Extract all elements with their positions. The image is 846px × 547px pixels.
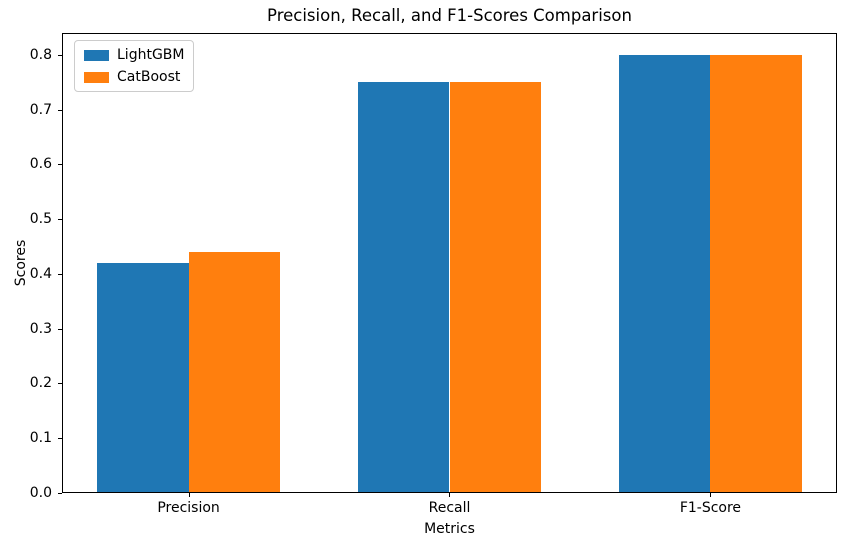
y-tick-label: 0.2 bbox=[29, 375, 52, 392]
x-tick-mark bbox=[449, 493, 450, 497]
y-tick-label: 0.6 bbox=[29, 156, 52, 173]
bar-catboost-f1-score bbox=[710, 54, 802, 492]
y-tick-label: 0.3 bbox=[29, 320, 52, 337]
y-tick-label: 0.8 bbox=[29, 46, 52, 63]
x-tick-label: F1-Score bbox=[679, 500, 742, 516]
legend-item-lightgbm: LightGBM bbox=[84, 47, 184, 63]
legend-swatch-icon bbox=[84, 71, 109, 83]
bar-lightgbm-recall bbox=[358, 82, 450, 492]
y-tick-label: 0.7 bbox=[29, 101, 52, 118]
y-tick-mark bbox=[58, 219, 62, 220]
legend: LightGBM CatBoost bbox=[74, 40, 195, 92]
x-axis-label: Metrics bbox=[424, 521, 475, 537]
y-tick-label: 0.5 bbox=[29, 211, 52, 228]
y-tick-mark bbox=[58, 110, 62, 111]
x-tick-mark bbox=[710, 493, 711, 497]
y-tick-label: 0.0 bbox=[29, 485, 52, 501]
legend-label: LightGBM bbox=[117, 47, 185, 63]
y-tick-mark bbox=[58, 55, 62, 56]
legend-label: CatBoost bbox=[117, 69, 181, 85]
x-tick-label: Precision bbox=[157, 500, 220, 516]
y-tick-label: 0.4 bbox=[29, 265, 52, 282]
plot-area: LightGBM CatBoost bbox=[62, 33, 837, 493]
y-tick-mark bbox=[58, 383, 62, 384]
x-tick-label: Recall bbox=[428, 500, 471, 516]
legend-swatch-icon bbox=[84, 49, 109, 61]
legend-item-catboost: CatBoost bbox=[84, 69, 184, 85]
y-tick-mark bbox=[58, 438, 62, 439]
y-tick-mark bbox=[58, 274, 62, 275]
bar-lightgbm-precision bbox=[97, 263, 189, 492]
y-tick-mark bbox=[58, 164, 62, 165]
y-tick-mark bbox=[58, 493, 62, 494]
y-tick-label: 0.1 bbox=[29, 430, 52, 447]
x-tick-mark bbox=[189, 493, 190, 497]
bar-catboost-recall bbox=[449, 82, 541, 492]
bar-catboost-precision bbox=[188, 252, 280, 492]
chart-title: Precision, Recall, and F1-Scores Compari… bbox=[267, 6, 632, 25]
bar-lightgbm-f1-score bbox=[619, 54, 711, 492]
y-tick-mark bbox=[58, 329, 62, 330]
